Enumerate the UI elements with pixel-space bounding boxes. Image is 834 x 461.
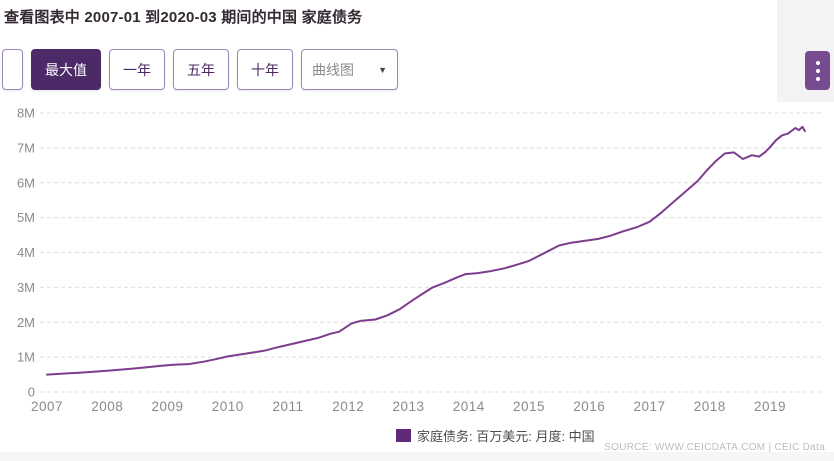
chevron-down-icon: ▼ (378, 64, 387, 75)
y-axis-tick-label: 1M (17, 350, 35, 365)
y-axis-tick-label: 3M (17, 280, 35, 295)
range-button-10y[interactable]: 十年 (237, 49, 293, 90)
page-title: 查看图表中 2007-01 到2020-03 期间的中国 家庭债务 (4, 9, 363, 26)
x-axis-tick-label: 2007 (31, 399, 63, 414)
y-axis-tick-label: 7M (17, 140, 35, 155)
y-axis-tick-label: 8M (17, 106, 35, 121)
source-attribution: SOURCE: WWW.CEICDATA.COM | CEIC Data (604, 442, 825, 453)
x-axis-tick-label: 2011 (272, 399, 303, 414)
y-axis-tick-label: 2M (17, 315, 35, 330)
x-axis-tick-label: 2008 (91, 399, 123, 414)
x-axis-tick-label: 2013 (392, 399, 424, 414)
kebab-menu-icon (815, 68, 820, 73)
y-axis-tick-label: 5M (17, 210, 35, 225)
kebab-menu-button[interactable] (805, 51, 830, 90)
kebab-menu-icon (815, 76, 820, 81)
chart-type-value: 曲线图 (312, 61, 354, 78)
range-button-partial[interactable] (2, 49, 23, 90)
x-axis-tick-label: 2014 (453, 399, 485, 414)
y-axis-tick-label: 6M (17, 175, 35, 190)
range-button-5y[interactable]: 五年 (173, 49, 229, 90)
x-axis-tick-label: 2009 (151, 399, 183, 414)
chart-legend: 家庭债务: 百万美元: 月度: 中国 (396, 426, 595, 445)
bottom-strip (0, 452, 834, 461)
x-axis-tick-label: 2019 (754, 399, 786, 414)
range-button-1y[interactable]: 一年 (109, 49, 165, 90)
chart-type-dropdown[interactable]: 曲线图 ▼ (301, 49, 398, 90)
x-axis-tick-label: 2010 (212, 399, 244, 414)
range-button-max[interactable]: 最大值 (31, 49, 101, 90)
range-toolbar: 最大值 一年 五年 十年 曲线图 ▼ (2, 49, 398, 90)
y-axis-tick-label: 4M (17, 245, 35, 260)
legend-label: 家庭债务: 百万美元: 月度: 中国 (417, 429, 595, 444)
x-axis-tick-label: 2018 (694, 399, 726, 414)
x-axis-tick-label: 2015 (513, 399, 545, 414)
x-axis-tick-label: 2016 (573, 399, 605, 414)
y-axis-tick-label: 0 (28, 385, 35, 400)
legend-swatch (396, 429, 411, 442)
debt-line (46, 125, 806, 376)
x-axis-tick-label: 2012 (332, 399, 364, 414)
kebab-menu-icon (815, 60, 820, 65)
x-axis-tick-label: 2017 (633, 399, 665, 414)
